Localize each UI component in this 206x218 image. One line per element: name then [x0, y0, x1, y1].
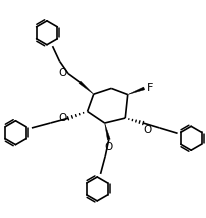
Text: F: F [147, 83, 153, 93]
Text: O: O [144, 125, 152, 135]
Polygon shape [79, 81, 94, 94]
Polygon shape [128, 87, 145, 95]
Text: O: O [104, 142, 112, 152]
Text: O: O [59, 68, 67, 78]
Polygon shape [105, 123, 110, 140]
Text: O: O [59, 113, 67, 123]
